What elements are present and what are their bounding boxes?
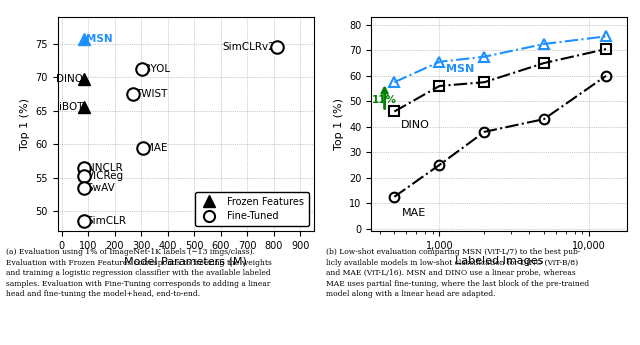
- Y-axis label: Top 1 (%): Top 1 (%): [333, 98, 344, 150]
- Text: SimCLR: SimCLR: [86, 216, 127, 226]
- Text: (a) Evaluation using 1% of ImageNet-1K labels (∼13 imgs/class).
Evaluation with : (a) Evaluation using 1% of ImageNet-1K l…: [6, 248, 272, 298]
- Text: MSN: MSN: [86, 34, 113, 44]
- X-axis label: Labeled Images: Labeled Images: [455, 256, 543, 266]
- Text: 11%: 11%: [372, 95, 397, 105]
- Legend: Frozen Features, Fine-Tuned: Frozen Features, Fine-Tuned: [195, 192, 308, 226]
- Text: DINO: DINO: [401, 120, 429, 130]
- Text: NNCLR: NNCLR: [86, 162, 122, 172]
- Text: DINO: DINO: [56, 74, 83, 84]
- Text: BYOL: BYOL: [144, 64, 170, 74]
- Text: (b) Low-shot evaluation comparing MSN (ViT-L/7) to the best pub-
licly available: (b) Low-shot evaluation comparing MSN (V…: [326, 248, 589, 298]
- Text: TWIST: TWIST: [135, 89, 168, 99]
- Text: iBOT: iBOT: [59, 102, 83, 112]
- Y-axis label: Top 1 (%): Top 1 (%): [20, 98, 30, 150]
- Text: SwAV: SwAV: [86, 183, 115, 193]
- Text: SimCLRv2: SimCLRv2: [222, 42, 275, 52]
- Text: MSN: MSN: [445, 65, 474, 75]
- Text: VICReg: VICReg: [86, 171, 124, 181]
- Text: MAE: MAE: [402, 208, 426, 218]
- X-axis label: Model Parameters (M): Model Parameters (M): [124, 256, 247, 266]
- Text: MAE: MAE: [145, 142, 168, 152]
